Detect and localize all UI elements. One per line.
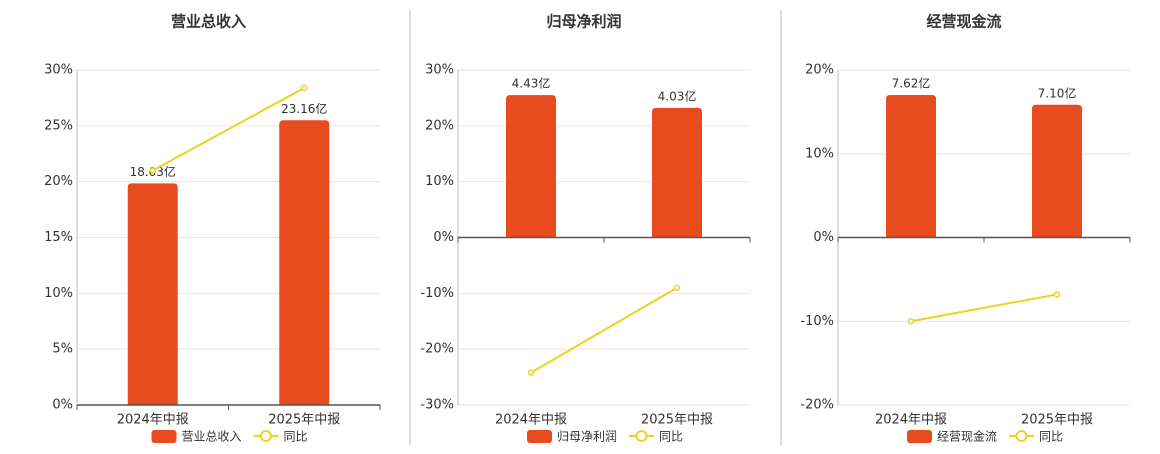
legend-marker <box>260 430 272 442</box>
legend-marker <box>635 430 648 442</box>
yoy-line <box>910 293 1058 323</box>
y-tick-label: 0% <box>433 230 454 245</box>
x-tick-label: 2025年中报 <box>268 413 340 428</box>
legend-label: 营业总收入 <box>182 430 242 444</box>
yoy-point <box>149 167 156 174</box>
x-tick-label: 2024年中报 <box>875 413 947 428</box>
x-tick-label: 2024年中报 <box>495 413 567 428</box>
y-tick-label: 20% <box>44 174 73 189</box>
y-tick-label: 15% <box>44 230 73 245</box>
yoy-point <box>1053 291 1061 298</box>
chart-title: 归母净利润 <box>546 13 621 31</box>
yoy-line <box>530 286 678 374</box>
legend-label: 同比 <box>659 430 683 444</box>
legend-label: 归母净利润 <box>557 430 617 444</box>
yoy-point <box>301 84 308 92</box>
legend-label: 同比 <box>284 430 308 444</box>
y-tick-label: 0% <box>813 230 834 245</box>
yoy-point <box>673 284 681 291</box>
legend-label: 经营现金流 <box>937 429 997 444</box>
y-tick-label: 5% <box>52 342 73 357</box>
y-tick-label: 20% <box>805 63 834 78</box>
x-tick-label: 2024年中报 <box>117 413 189 428</box>
bar <box>506 95 556 238</box>
bar <box>652 107 702 238</box>
y-tick-label: 20% <box>425 118 454 133</box>
bar <box>279 120 330 405</box>
y-tick-label: -10% <box>420 286 454 301</box>
y-tick-label: 30% <box>44 63 73 78</box>
y-tick-label: 30% <box>425 63 454 78</box>
legend-swatch <box>527 430 552 443</box>
y-tick-label: 10% <box>44 286 73 301</box>
legend-swatch <box>151 430 177 443</box>
x-tick-label: 2025年中报 <box>641 413 713 428</box>
bar <box>127 183 178 405</box>
bar <box>1032 104 1082 238</box>
y-tick-label: 25% <box>44 118 73 133</box>
yoy-point <box>907 318 915 325</box>
legend-marker <box>1015 430 1028 442</box>
y-tick-label: 10% <box>425 174 454 189</box>
bar-value-label: 4.43亿 <box>512 76 551 91</box>
legend-swatch <box>907 430 932 443</box>
chart-title: 营业总收入 <box>171 13 246 31</box>
legend-label: 同比 <box>1039 430 1063 444</box>
bar-value-label: 7.10亿 <box>1038 85 1077 100</box>
y-tick-label: 0% <box>52 398 73 413</box>
bar-value-label: 7.62亿 <box>892 76 931 91</box>
chart-title: 经营现金流 <box>926 13 1001 31</box>
yoy-line <box>152 86 305 172</box>
y-tick-label: -10% <box>800 314 834 329</box>
bar <box>886 95 936 238</box>
y-tick-label: -20% <box>420 342 454 357</box>
yoy-point <box>527 369 535 376</box>
y-tick-label: 10% <box>805 146 834 161</box>
x-tick-label: 2025年中报 <box>1021 413 1093 428</box>
bar-value-label: 23.16亿 <box>281 101 327 116</box>
y-tick-label: -30% <box>420 398 454 413</box>
y-tick-label: -20% <box>800 398 834 413</box>
bar-value-label: 4.03亿 <box>658 88 697 103</box>
